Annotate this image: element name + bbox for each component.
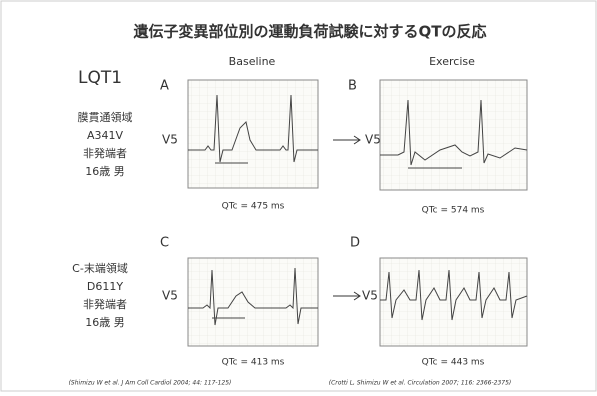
citation: (Shimizu W et al. J Am Coll Cardiol 2004…	[69, 380, 232, 387]
qtc: QTc = 574 ms	[422, 206, 485, 216]
qtc: QTc = 443 ms	[422, 358, 485, 368]
citation: (Crotti L, Shimizu W et al. Circulation …	[329, 380, 512, 387]
row-label: 非発端者	[83, 146, 127, 160]
ecg-panel	[380, 80, 527, 190]
row-label: A341V	[87, 129, 124, 142]
panel-letter: C	[160, 236, 169, 251]
ecg-panel	[380, 258, 527, 346]
row-label: 膜貫通領域	[78, 110, 133, 124]
panel-letter: A	[160, 79, 169, 94]
row-label: 非発端者	[83, 297, 127, 311]
syndrome: LQT1	[78, 68, 122, 88]
slide: 遺伝子変異部位別の運動負荷試験に対するQTの反応 LQT1 Baseline E…	[0, 0, 597, 392]
lead-label: V5	[362, 289, 378, 303]
panel-letter: D	[350, 236, 360, 251]
ecg-panel	[188, 80, 318, 188]
row-label: 16歳 男	[85, 316, 125, 329]
row-label: C-末端領域	[72, 261, 128, 275]
column-header: Exercise	[429, 55, 475, 68]
qtc: QTc = 413 ms	[222, 358, 285, 368]
qtc: QTc = 475 ms	[222, 202, 285, 212]
lead-label: V5	[365, 133, 381, 147]
row-label: 16歳 男	[85, 165, 125, 178]
panel-letter: B	[348, 79, 357, 94]
column-header: Baseline	[229, 55, 276, 68]
row-label: D611Y	[87, 280, 123, 293]
ecg-panel	[188, 258, 318, 346]
lead-label: V5	[162, 289, 178, 303]
title: 遺伝子変異部位別の運動負荷試験に対するQTの反応	[133, 23, 487, 41]
lead-label: V5	[162, 133, 178, 147]
